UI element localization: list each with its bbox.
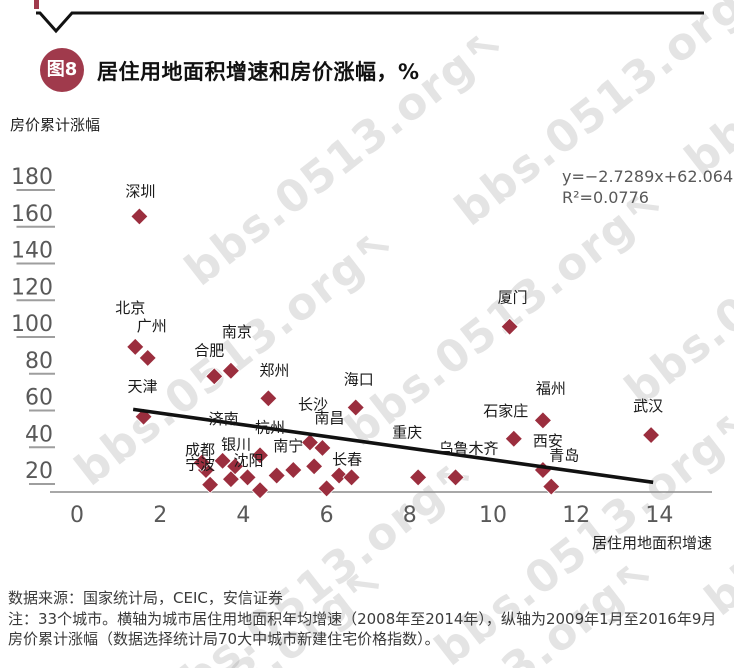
data-point-diamond	[205, 367, 224, 386]
data-point-label: 成都	[185, 441, 215, 459]
x-tick-label: 2	[153, 503, 167, 528]
data-point-label: 长春	[332, 451, 362, 469]
y-tick-label: 20	[25, 459, 53, 484]
x-tick-label: 4	[236, 503, 250, 528]
data-point-label: 沈阳	[234, 451, 264, 469]
data-point-diamond	[221, 361, 240, 380]
data-point-diamond	[305, 457, 324, 476]
data-point-diamond	[346, 398, 365, 417]
data-point-label: 银川	[221, 435, 251, 453]
data-point-label: 南宁	[273, 437, 303, 455]
data-point-diamond	[284, 460, 303, 480]
figure-number-badge: 图8	[40, 48, 84, 92]
data-point-label: 西安	[533, 432, 563, 450]
x-tick-label: 10	[479, 503, 507, 528]
data-point-label: 青岛	[549, 447, 579, 465]
y-axis-ticks: 180 160 140 120 100 80 60 40 20	[11, 165, 55, 485]
data-point-diamond	[504, 429, 523, 448]
data-point-diamond	[126, 337, 145, 356]
y-tick-label: 40	[25, 422, 53, 447]
y-tick-label: 60	[25, 386, 53, 411]
data-point-label: 海口	[344, 371, 374, 389]
data-point-diamond	[221, 470, 240, 489]
y-tick-label: 140	[11, 239, 53, 264]
data-point-label: 杭州	[255, 418, 285, 436]
r-squared-value: R²=0.0776	[562, 188, 649, 207]
y-tick-label: 160	[11, 202, 53, 227]
header-rule-line	[36, 11, 704, 34]
data-point-label: 广州	[137, 317, 167, 335]
y-tick-label: 100	[11, 312, 53, 337]
data-point-diamond	[317, 479, 336, 498]
data-point-label: 重庆	[392, 423, 422, 441]
data-point-diamond	[250, 446, 270, 465]
data-point-diamond	[238, 468, 257, 487]
x-tick-label: 12	[562, 503, 590, 528]
data-point-diamond	[313, 438, 332, 458]
y-tick-label: 80	[25, 349, 53, 374]
trend-line	[132, 407, 654, 485]
data-point-label: 郑州	[259, 361, 289, 379]
footnotes: 数据来源：国家统计局，CEIC，安信证券 注：33个城市。横轴为城市居住用地面积…	[8, 588, 730, 650]
chart-title: 居住用地面积增速和房价涨幅，%	[97, 60, 420, 84]
data-point-diamond	[267, 466, 286, 485]
data-point-diamond	[330, 466, 349, 485]
data-point-diamond	[250, 481, 270, 500]
data-point-diamond	[409, 468, 428, 487]
x-tick-label: 6	[320, 503, 334, 528]
data-point-label: 乌鲁木齐	[439, 439, 499, 457]
data-point-label: 石家庄	[483, 402, 528, 420]
methodology-note: 注：33个城市。横轴为城市居住用地面积年均增速（2008年至2014年），纵轴为…	[8, 609, 717, 649]
trendline-equation: y=−2.7289x+62.064	[562, 167, 733, 186]
y-tick-label: 120	[11, 275, 53, 300]
data-point-diamond	[259, 389, 278, 408]
header-rule	[36, 11, 704, 34]
data-point-diamond	[446, 468, 465, 487]
data-source-note: 数据来源：国家统计局，CEIC，安信证券	[8, 589, 283, 607]
data-point-label: 天津	[128, 378, 158, 396]
data-point-diamond	[192, 453, 211, 472]
data-point-label: 宁波	[185, 456, 215, 474]
y-tick-label: 180	[11, 165, 53, 190]
top-left-accent-mark	[34, 0, 39, 9]
data-point-diamond	[642, 426, 661, 445]
data-point-label: 深圳	[125, 182, 155, 200]
data-point-diamond	[134, 407, 153, 426]
x-tick-label: 8	[403, 503, 417, 528]
y-axis-title: 房价累计涨幅	[10, 116, 101, 134]
data-point-diamond	[533, 411, 552, 430]
data-point-label: 合肥	[194, 341, 224, 359]
data-point-diamond	[342, 468, 361, 487]
data-point-diamond	[500, 317, 519, 336]
data-point-label: 厦门	[498, 289, 528, 307]
data-point-diamond	[138, 348, 157, 367]
data-point-label: 北京	[115, 299, 145, 317]
data-point-label: 武汉	[633, 397, 663, 415]
data-point-label: 长沙	[298, 395, 328, 413]
scatter-plot: 180 160 140 120 100 80 60 40 20 0 2 4 6 8 10 12 14 深圳北京…	[11, 165, 733, 552]
x-axis-ticks: 0 2 4 6 8 10 12 14	[70, 503, 673, 528]
x-tick-label: 0	[70, 503, 84, 528]
data-point-diamond	[300, 433, 320, 452]
data-point-diamond	[542, 477, 561, 496]
data-point-diamond	[213, 451, 232, 470]
x-axis-title: 居住用地面积增速	[592, 534, 712, 552]
data-point-label: 南昌	[314, 409, 344, 427]
data-point-label: 济南	[209, 410, 239, 428]
data-point-diamond	[130, 207, 149, 226]
x-tick-label: 14	[645, 503, 673, 528]
data-point-diamond	[201, 475, 220, 494]
data-point-label: 福州	[536, 379, 566, 397]
data-point-label: 南京	[222, 323, 252, 341]
